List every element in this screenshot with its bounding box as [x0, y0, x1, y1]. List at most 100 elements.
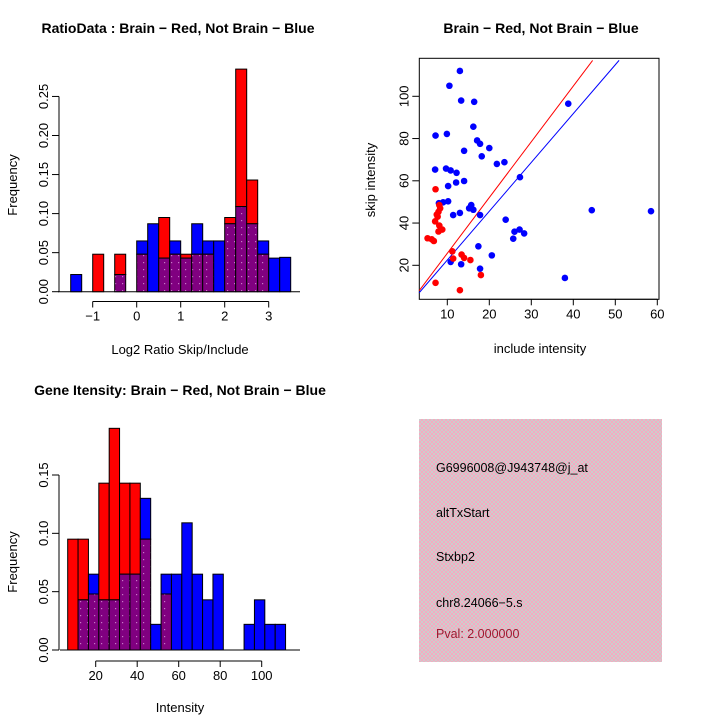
gene-name-text: Stxbp2 [436, 550, 475, 564]
hist-bar-blue [136, 240, 149, 255]
scatter-y-axis-label: skip intensity [363, 142, 378, 217]
x-tick-label: 60 [171, 668, 185, 683]
hist-bar-red [67, 538, 79, 651]
scatter-point-blue [453, 169, 460, 177]
hist-bar-overlap [160, 593, 172, 651]
hist-bar-red [235, 68, 248, 208]
hist-bar-overlap [224, 223, 237, 293]
scatter-point-blue [561, 274, 569, 282]
scatter-point-blue [444, 197, 452, 205]
scatter-point-blue [493, 160, 501, 168]
scatter-point-blue [447, 167, 454, 174]
hist-bar-blue [243, 623, 255, 651]
hist-bar-overlap [235, 206, 248, 293]
hist-bar-overlap [136, 253, 149, 293]
scatter-point-red [449, 255, 457, 262]
hist-bar-blue [191, 223, 204, 255]
scatter-point-red [430, 237, 438, 245]
hist-bar-blue [70, 274, 83, 293]
hist-bar-blue [181, 522, 193, 651]
hist-bar-blue [139, 497, 152, 540]
hist-bar-blue [279, 256, 292, 293]
x-tick-label: 50 [608, 306, 622, 321]
gene-intensity-histogram-panel: Gene Itensity: Brain − Red, Not Brain − … [5, 382, 326, 715]
hist-bar-overlap [257, 253, 270, 293]
scatter-point-blue [516, 226, 523, 233]
x-tick-label: 40 [566, 306, 580, 321]
hist-bar-overlap [77, 599, 89, 651]
scatter-point-red [432, 279, 439, 287]
y-tick-label: 60 [396, 174, 411, 188]
hist-bar-overlap [139, 538, 152, 651]
scatter-point-blue [432, 132, 439, 139]
intensity-scatter-panel: Brain − Red, Not Brain − Blue include in… [363, 20, 665, 356]
scatter-point-red [460, 254, 468, 262]
scatter-point-blue [647, 207, 655, 215]
scatter-point-blue [456, 67, 464, 75]
y-tick-label: 20 [396, 258, 411, 272]
scatter-point-blue [486, 144, 493, 152]
scatter-point-blue [476, 265, 484, 272]
y-tick-label: 80 [396, 131, 411, 145]
hist-bar-red [108, 427, 121, 601]
hist-bar-overlap [114, 274, 127, 293]
ratio-hist-y-axis-label: Frequency [5, 154, 20, 216]
y-tick-label: 0.05 [36, 240, 51, 265]
hist-bar-overlap [87, 593, 100, 651]
probe-id-text: G6996008@J943748@j_at [436, 461, 588, 475]
scatter-point-blue [475, 242, 482, 250]
y-tick-label: 0.25 [36, 84, 51, 109]
hist-bar-blue [268, 257, 281, 293]
scatter-point-blue [564, 100, 572, 107]
x-tick-label: −1 [85, 309, 100, 324]
hist-bar-blue [274, 623, 287, 651]
scatter-point-blue [470, 98, 478, 106]
hist-bar-red [119, 482, 131, 575]
scatter-x-axis-label: include intensity [494, 341, 587, 356]
hist-bar-blue [87, 573, 100, 595]
hist-bar-blue [150, 623, 162, 651]
ratio-histogram-panel: RatioData : Brain − Red, Not Brain − Blu… [5, 20, 315, 357]
hist-bar-red [180, 253, 193, 259]
scatter-point-red [449, 248, 456, 255]
hist-bar-red [77, 538, 89, 601]
scatter-point-blue [488, 252, 496, 259]
scatter-point-red [431, 218, 439, 225]
hist-bar-red [224, 217, 237, 225]
x-tick-label: 2 [221, 309, 228, 324]
scatter-point-blue [520, 230, 528, 237]
y-tick-label: 0.10 [36, 201, 51, 226]
hist-bar-overlap [202, 253, 215, 293]
y-tick-label: 0.05 [36, 579, 51, 604]
x-tick-label: 10 [440, 306, 454, 321]
info-box: G6996008@J943748@j_at altTxStart Stxbp2 … [419, 419, 662, 662]
scatter-point-red [477, 271, 485, 279]
gene-hist-x-axis-label: Intensity [156, 700, 205, 715]
x-tick-label: 100 [251, 668, 273, 683]
x-tick-label: 1 [177, 309, 184, 324]
scatter-point-blue [460, 147, 468, 155]
scatter-point-blue [476, 211, 484, 219]
scatter-point-blue [457, 260, 465, 268]
plot-box [418, 57, 660, 300]
scatter-point-blue [431, 166, 439, 173]
scatter-point-red [432, 185, 439, 193]
hist-bar-blue [147, 223, 160, 293]
event-type-text: altTxStart [436, 506, 490, 520]
hist-bar-blue [257, 240, 270, 255]
y-tick-label: 0.00 [36, 279, 51, 304]
scatter-point-blue [478, 152, 486, 160]
x-tick-label: 40 [130, 668, 144, 683]
hist-bar-overlap [246, 223, 259, 293]
hist-bar-red [114, 253, 127, 276]
scatter-point-blue [446, 82, 453, 90]
scatter-point-blue [443, 130, 451, 138]
scatter-title: Brain − Red, Not Brain − Blue [443, 20, 638, 36]
hist-bar-blue [253, 599, 266, 651]
hist-bar-overlap [98, 599, 110, 651]
hist-bar-overlap [129, 573, 141, 651]
hist-bar-overlap [108, 599, 121, 651]
scatter-plot-area: 10 20 30 40 50 60 20 40 60 80 100 [396, 57, 665, 321]
x-tick-label: 80 [213, 668, 227, 683]
